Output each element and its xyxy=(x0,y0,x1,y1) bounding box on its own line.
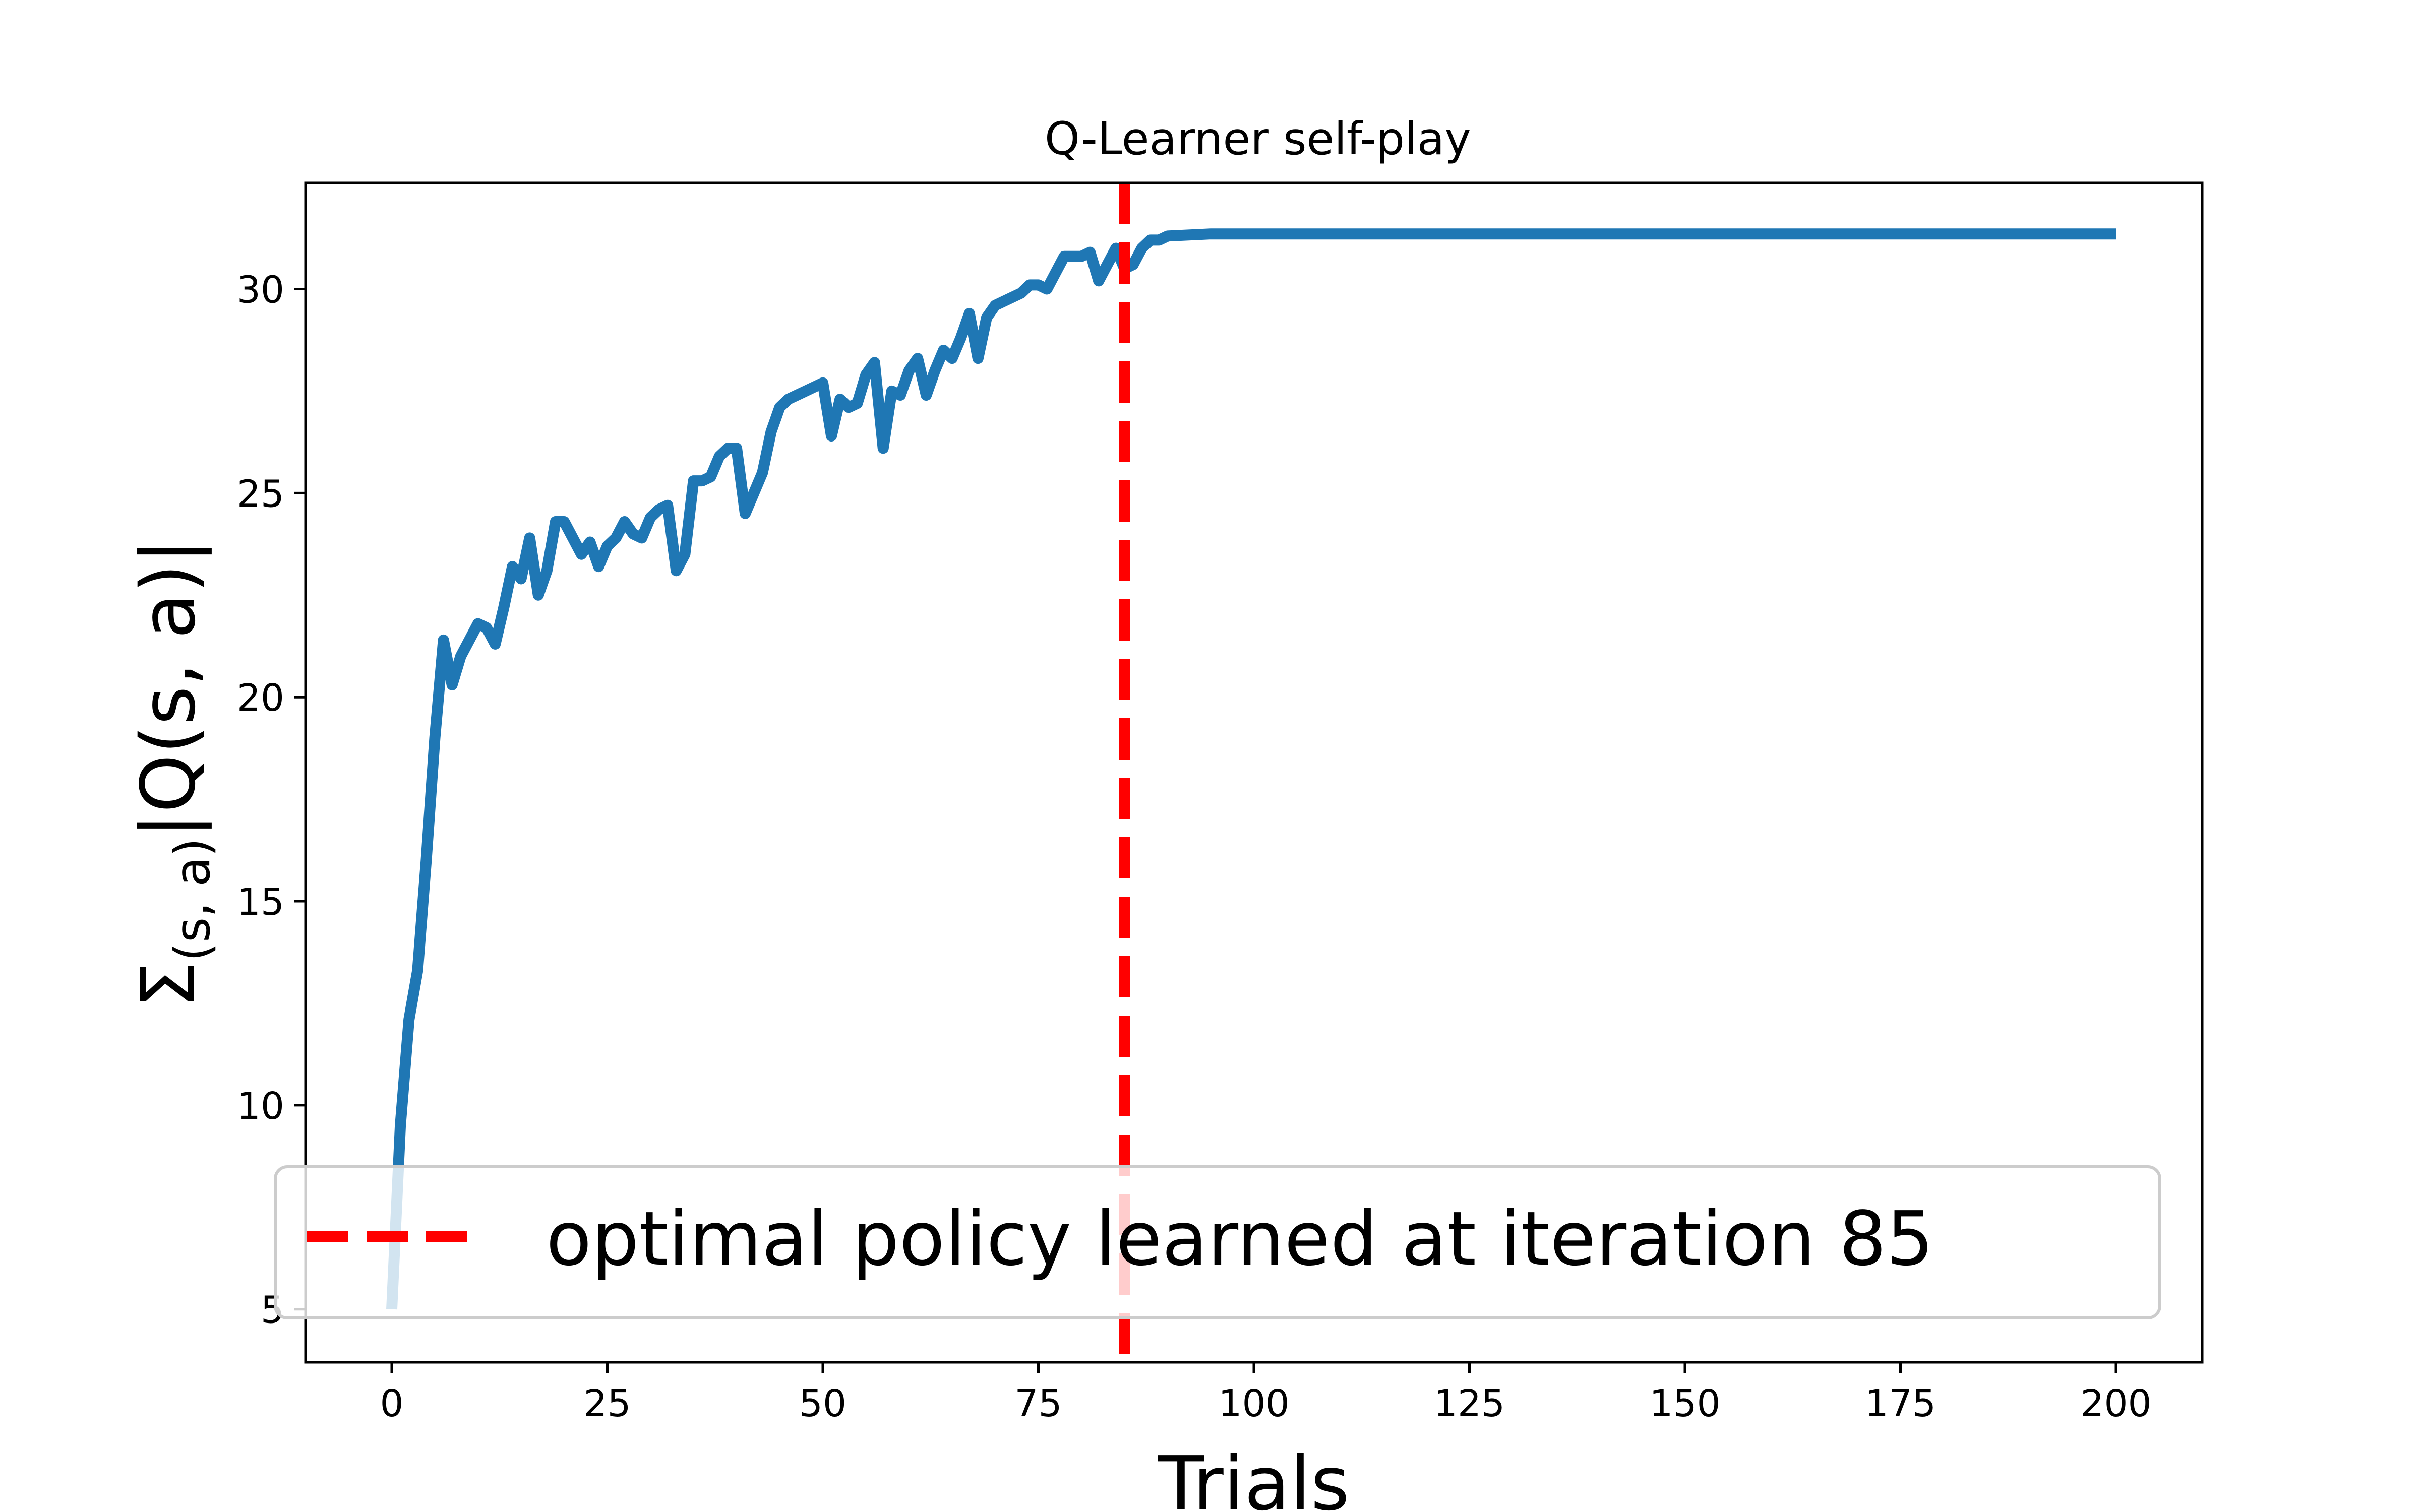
x-tick-label: 75 xyxy=(1014,1382,1062,1425)
data-series-line xyxy=(386,228,2116,1310)
chart-title: Q-Learner self-play xyxy=(1045,112,1471,165)
x-tick-label: 175 xyxy=(1865,1382,1936,1425)
legend: optimal policy learned at iteration 85 xyxy=(274,1165,2161,1319)
y-axis-label-prefix: Σ xyxy=(125,961,212,1009)
x-axis: 0 25 50 75 100 125 150 175 200 xyxy=(380,1362,2152,1425)
x-tick-label: 200 xyxy=(2080,1382,2151,1425)
legend-label: optimal policy learned at iteration 85 xyxy=(546,1195,1934,1282)
x-tick-label: 25 xyxy=(583,1382,631,1425)
y-axis-label-subscript: (s, a) xyxy=(164,838,221,962)
x-tick-label: 150 xyxy=(1649,1382,1720,1425)
x-tick-label: 125 xyxy=(1434,1382,1505,1425)
y-axis-label-suffix: |Q(s, a)| xyxy=(125,539,212,838)
y-tick-label: 20 xyxy=(237,676,284,720)
y-axis-label: Σ(s, a)|Q(s, a)| xyxy=(125,539,221,1009)
x-axis-label: Trials xyxy=(1158,1440,1350,1512)
legend-box xyxy=(274,1165,2161,1319)
x-tick-label: 100 xyxy=(1218,1382,1289,1425)
y-tick-label: 25 xyxy=(237,472,284,516)
y-tick-label: 15 xyxy=(237,880,284,924)
x-tick-label: 0 xyxy=(380,1382,403,1425)
y-tick-label: 30 xyxy=(237,269,284,312)
x-tick-label: 50 xyxy=(799,1382,846,1425)
y-tick-label: 10 xyxy=(237,1085,284,1128)
